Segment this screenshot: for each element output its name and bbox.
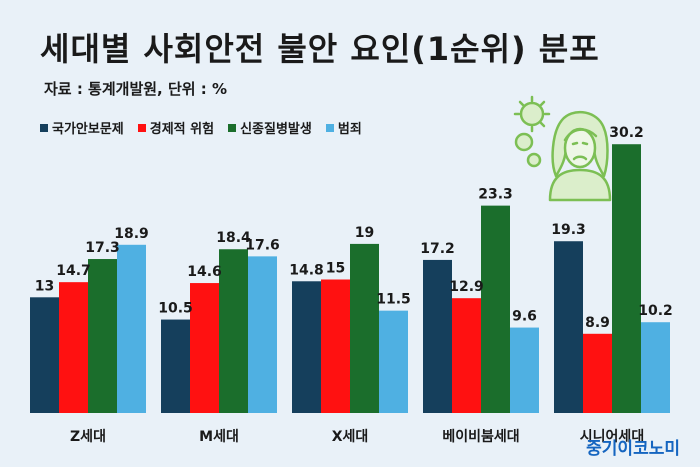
bar-national_security-4	[554, 241, 583, 413]
legend-item-economic-risk: 경제적 위험	[137, 118, 215, 137]
bar-new_disease-0	[88, 259, 117, 413]
data-label: 17.2	[420, 241, 455, 257]
legend-swatch	[325, 123, 334, 132]
bar-crime-0	[117, 244, 146, 413]
data-label: 8.9	[585, 315, 610, 331]
source-credit: 중기이코노미	[586, 439, 680, 459]
bar-national_security-1	[161, 319, 190, 413]
chart-title: 세대별 사회안전 불안 요인(1순위) 분포	[40, 30, 600, 68]
data-label: 17.6	[245, 237, 280, 253]
bar-economic_risk-0	[59, 282, 88, 413]
data-label: 14.8	[289, 262, 324, 278]
bar-economic_risk-2	[321, 279, 350, 413]
data-label: 15	[326, 261, 345, 277]
data-label: 17.3	[85, 240, 120, 256]
bar-national_security-0	[30, 297, 59, 413]
data-label: 13	[35, 278, 54, 294]
data-label: 30.2	[609, 125, 644, 141]
data-label: 12.9	[449, 279, 484, 295]
bar-crime-3	[510, 327, 539, 413]
bar-new_disease-1	[219, 249, 248, 413]
bar-crime-2	[379, 310, 408, 413]
data-label: 23.3	[478, 187, 513, 203]
bar-economic_risk-1	[190, 283, 219, 413]
legend-label: 범죄	[337, 122, 362, 137]
data-label: 19.3	[551, 222, 586, 238]
bar-economic_risk-4	[583, 333, 612, 413]
bar-new_disease-3	[481, 205, 510, 413]
legend-swatch	[228, 123, 237, 132]
bar-new_disease-2	[350, 243, 379, 413]
data-label: 19	[355, 225, 374, 241]
legend-label: 경제적 위험	[149, 122, 215, 137]
data-label: 11.5	[376, 292, 411, 308]
data-label: 9.6	[512, 309, 537, 325]
legend-item-national-security: 국가안보문제	[40, 118, 124, 137]
category-label: Z세대	[70, 429, 106, 445]
bar-crime-1	[248, 256, 277, 413]
bar-crime-4	[641, 322, 670, 413]
data-label: 18.9	[114, 226, 149, 242]
data-label: 14.7	[56, 263, 91, 279]
bar-national_security-3	[423, 259, 452, 413]
bar-national_security-2	[292, 281, 321, 413]
legend-swatch	[137, 123, 146, 132]
chart-legend: 국가안보문제 경제적 위험 신종질병발생 범죄	[40, 118, 362, 137]
legend-swatch	[40, 123, 48, 132]
data-label: 14.6	[187, 264, 222, 280]
legend-label: 국가안보문제	[52, 122, 124, 137]
category-label: 베이비붐세대	[442, 428, 519, 445]
data-label: 10.5	[158, 301, 193, 317]
data-label: 10.2	[638, 303, 673, 319]
worried-person-virus-icon	[510, 92, 620, 202]
category-label: 시니어세대	[580, 428, 644, 445]
legend-item-crime: 범죄	[325, 118, 362, 137]
category-label: M세대	[199, 429, 239, 445]
category-label: X세대	[332, 429, 369, 445]
bar-new_disease-4	[612, 144, 641, 413]
legend-item-new-disease: 신종질병발생	[228, 118, 312, 137]
bar-economic_risk-3	[452, 298, 481, 413]
chart-subtitle: 자료 : 통계개발원, 단위 : %	[44, 80, 228, 98]
data-label: 18.4	[216, 230, 251, 246]
legend-label: 신종질병발생	[240, 122, 312, 137]
